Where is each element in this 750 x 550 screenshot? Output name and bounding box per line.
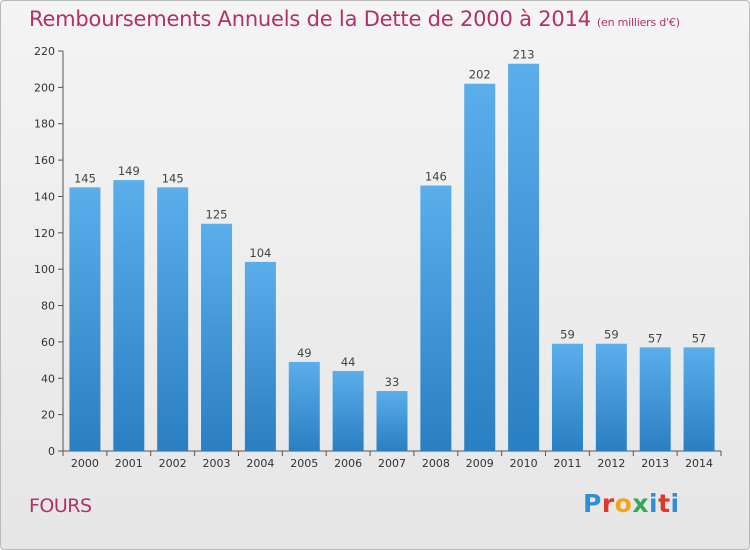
bar-2010 bbox=[508, 63, 540, 452]
value-label-2011: 59 bbox=[560, 328, 575, 342]
bar-2003 bbox=[201, 223, 233, 451]
x-tick-label-2001: 2001 bbox=[115, 457, 143, 470]
value-label-2006: 44 bbox=[341, 355, 356, 369]
value-label-2003: 125 bbox=[206, 208, 228, 222]
bar-2000 bbox=[69, 187, 101, 451]
y-tick-label: 180 bbox=[34, 118, 55, 131]
bar-2004 bbox=[244, 261, 276, 451]
x-tick-label-2014: 2014 bbox=[685, 457, 713, 470]
x-tick-label-2007: 2007 bbox=[378, 457, 406, 470]
value-label-2001: 149 bbox=[118, 164, 140, 178]
bar-2009 bbox=[464, 83, 496, 452]
y-tick-label: 40 bbox=[41, 372, 55, 385]
value-label-2002: 145 bbox=[162, 171, 184, 185]
value-label-2010: 213 bbox=[513, 48, 535, 62]
x-tick-label-2006: 2006 bbox=[334, 457, 362, 470]
x-tick-label-2008: 2008 bbox=[422, 457, 450, 470]
chart-title: Remboursements Annuels de la Dette de 20… bbox=[29, 7, 680, 31]
value-label-2007: 33 bbox=[385, 375, 400, 389]
commune-name: FOURS bbox=[29, 495, 92, 517]
value-label-2014: 57 bbox=[692, 331, 707, 345]
bar-2014 bbox=[683, 347, 715, 451]
bar-2002 bbox=[157, 187, 189, 451]
x-tick-label-2000: 2000 bbox=[71, 457, 99, 470]
x-tick-label-2012: 2012 bbox=[597, 457, 625, 470]
x-tick-label-2004: 2004 bbox=[246, 457, 274, 470]
chart-unit: (en milliers d'€) bbox=[596, 16, 680, 29]
x-tick-label-2013: 2013 bbox=[641, 457, 669, 470]
axes: 0 20 40 60 80 100 120 140 160 180 200 220 2000 2001 20… bbox=[34, 45, 722, 470]
value-labels: 145 149 145 125 104 49 44 33 146 202 213 59 59 57 57 bbox=[74, 48, 706, 389]
x-tick-label-2002: 2002 bbox=[159, 457, 187, 470]
bar-2001 bbox=[113, 180, 145, 451]
bar-2007 bbox=[376, 391, 408, 451]
bar-2011 bbox=[551, 343, 583, 451]
chart-title-text: Remboursements Annuels de la Dette de 20… bbox=[29, 7, 591, 31]
value-label-2008: 146 bbox=[425, 170, 447, 184]
value-label-2013: 57 bbox=[648, 331, 663, 345]
bar-2006 bbox=[332, 371, 364, 451]
value-label-2005: 49 bbox=[297, 346, 312, 360]
value-label-2004: 104 bbox=[249, 246, 271, 260]
y-tick-label: 0 bbox=[48, 445, 55, 458]
x-tick-label-2003: 2003 bbox=[203, 457, 231, 470]
x-tick-label-2009: 2009 bbox=[466, 457, 494, 470]
y-tick-label: 20 bbox=[41, 409, 55, 422]
y-tick-label: 160 bbox=[34, 154, 55, 167]
bar-2013 bbox=[639, 347, 671, 451]
x-tick-label-2005: 2005 bbox=[290, 457, 318, 470]
value-label-2000: 145 bbox=[74, 171, 96, 185]
value-label-2009: 202 bbox=[469, 68, 491, 82]
y-tick-label: 100 bbox=[34, 263, 55, 276]
y-tick-label: 80 bbox=[41, 300, 55, 313]
proxiti-logo: Proxiti bbox=[583, 489, 680, 518]
y-tick-label: 120 bbox=[34, 227, 55, 240]
bar-2012 bbox=[595, 343, 627, 451]
x-tick-label-2011: 2011 bbox=[553, 457, 581, 470]
bar-2008 bbox=[420, 185, 452, 451]
value-label-2012: 59 bbox=[604, 328, 619, 342]
x-tick-label-2010: 2010 bbox=[510, 457, 538, 470]
y-tick-label: 200 bbox=[34, 81, 55, 94]
bars bbox=[69, 63, 715, 452]
y-tick-label: 220 bbox=[34, 45, 55, 58]
y-tick-label: 140 bbox=[34, 190, 55, 203]
y-tick-label: 60 bbox=[41, 336, 55, 349]
bar-2005 bbox=[288, 361, 320, 451]
